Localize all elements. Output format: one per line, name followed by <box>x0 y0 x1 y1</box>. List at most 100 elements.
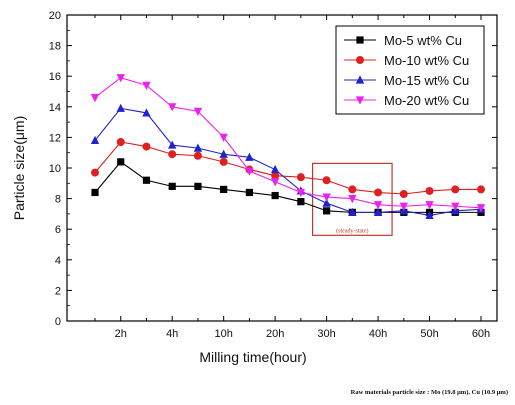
data-point <box>90 135 100 145</box>
data-point <box>476 204 486 213</box>
series-2 <box>91 137 485 199</box>
data-point <box>348 195 357 204</box>
data-point <box>322 193 331 202</box>
x-tick-label: 40h <box>369 328 387 340</box>
raw-materials-footnote: Raw materials particle size : Mo (19.8 μ… <box>351 389 508 396</box>
y-tick-label: 4 <box>55 255 61 267</box>
y-tick-label: 10 <box>49 163 61 175</box>
data-point <box>373 207 383 216</box>
data-point <box>348 185 357 194</box>
series-4 <box>90 74 486 213</box>
legend: Mo-5 wt% Cu Mo-10 wt% Cu Mo-15 wt% Cu Mo-20… <box>335 25 485 115</box>
data-point <box>193 143 203 152</box>
y-tick-label: 12 <box>49 132 61 144</box>
y-tick-label: 0 <box>55 316 61 328</box>
data-point <box>116 137 125 146</box>
data-point <box>374 188 383 197</box>
data-point <box>142 176 151 184</box>
data-point <box>323 207 331 215</box>
series-group <box>90 74 486 220</box>
y-axis-label: Particle size(μm) <box>11 116 27 221</box>
legend-label: Mo-5 wt% Cu <box>384 33 462 48</box>
data-point <box>168 103 177 112</box>
data-point <box>356 36 364 44</box>
series-line <box>94 161 481 213</box>
y-axis-ticks: 0 2 4 6 8 10 12 14 16 18 20 <box>49 10 497 328</box>
data-point <box>477 185 485 194</box>
data-point <box>91 168 99 177</box>
data-point <box>91 188 99 197</box>
x-axis-ticks: 2h 4h 10h 20h 30h 40h 50h 60h <box>94 15 490 340</box>
data-point <box>355 75 365 84</box>
x-tick-label: 50h <box>420 328 438 340</box>
data-point <box>348 207 357 216</box>
data-point <box>142 108 151 117</box>
y-tick-label: 8 <box>55 194 61 206</box>
legend-label: Mo-10 wt% Cu <box>384 53 469 68</box>
data-point <box>90 94 100 103</box>
data-point <box>373 201 383 210</box>
series-line <box>94 77 482 209</box>
data-point <box>296 173 305 182</box>
x-tick-label: 10h <box>214 328 232 340</box>
y-tick-label: 14 <box>49 102 61 114</box>
steady-state-annotation: (steady-state) <box>312 162 393 236</box>
legend-item: Mo-10 wt% Cu <box>344 53 469 68</box>
data-point <box>168 182 176 190</box>
x-tick-label: 30h <box>317 328 335 340</box>
data-point <box>245 167 254 176</box>
y-tick-label: 16 <box>49 71 61 83</box>
data-point <box>245 152 254 161</box>
data-point <box>168 140 177 149</box>
data-point <box>270 164 280 174</box>
data-point <box>116 74 125 83</box>
series-line <box>94 107 482 216</box>
data-point <box>142 142 151 151</box>
y-tick-label: 20 <box>49 10 61 22</box>
data-point <box>355 96 365 105</box>
data-point <box>271 191 279 200</box>
data-point <box>356 56 364 64</box>
data-point <box>220 185 228 194</box>
data-point <box>194 182 202 190</box>
x-tick-label: 20h <box>266 328 284 340</box>
data-point <box>219 133 228 142</box>
legend-item: Mo-15 wt% Cu <box>344 73 469 88</box>
data-point <box>219 149 228 158</box>
legend-label: Mo-20 wt% Cu <box>384 93 469 108</box>
data-point <box>193 151 202 160</box>
data-point <box>322 176 331 185</box>
data-point <box>297 198 305 206</box>
x-axis-label: Milling time(hour) <box>199 349 306 365</box>
y-tick-label: 6 <box>55 224 61 236</box>
data-point <box>168 150 177 159</box>
steady-state-label: (steady-state) <box>336 227 368 234</box>
x-tick-label: 2h <box>115 328 127 340</box>
x-tick-label: 4h <box>166 328 178 340</box>
data-point <box>451 202 460 211</box>
data-point <box>296 188 306 198</box>
y-tick-label: 2 <box>55 285 61 297</box>
data-point <box>271 171 280 180</box>
steady-state-box <box>312 162 393 236</box>
y-tick-label: 18 <box>49 41 61 53</box>
data-point <box>219 157 228 166</box>
data-point <box>425 186 434 195</box>
data-point <box>322 198 331 207</box>
data-point <box>193 107 203 116</box>
series-line <box>94 141 481 195</box>
data-point <box>451 185 460 194</box>
data-point <box>116 103 125 112</box>
data-point <box>399 202 408 211</box>
data-point <box>270 178 280 187</box>
data-point <box>117 158 125 166</box>
data-point <box>425 210 434 220</box>
data-point <box>142 81 151 90</box>
legend-label: Mo-15 wt% Cu <box>384 73 469 88</box>
x-tick-label: 60h <box>472 328 490 340</box>
legend-item: Mo-5 wt% Cu <box>344 33 462 48</box>
data-point <box>245 188 253 197</box>
legend-item: Mo-20 wt% Cu <box>344 93 469 108</box>
data-point <box>399 190 408 199</box>
